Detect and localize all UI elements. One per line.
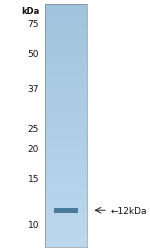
Bar [54, 208, 78, 213]
Bar [45, 5, 87, 247]
Text: 15: 15 [27, 174, 39, 183]
Text: kDa: kDa [21, 7, 39, 16]
Text: 75: 75 [27, 19, 39, 28]
Text: 10: 10 [27, 220, 39, 229]
Text: 50: 50 [27, 50, 39, 59]
Text: 37: 37 [27, 85, 39, 94]
Text: 25: 25 [28, 124, 39, 133]
Text: 20: 20 [28, 144, 39, 153]
Text: ←12kDa: ←12kDa [111, 206, 147, 215]
